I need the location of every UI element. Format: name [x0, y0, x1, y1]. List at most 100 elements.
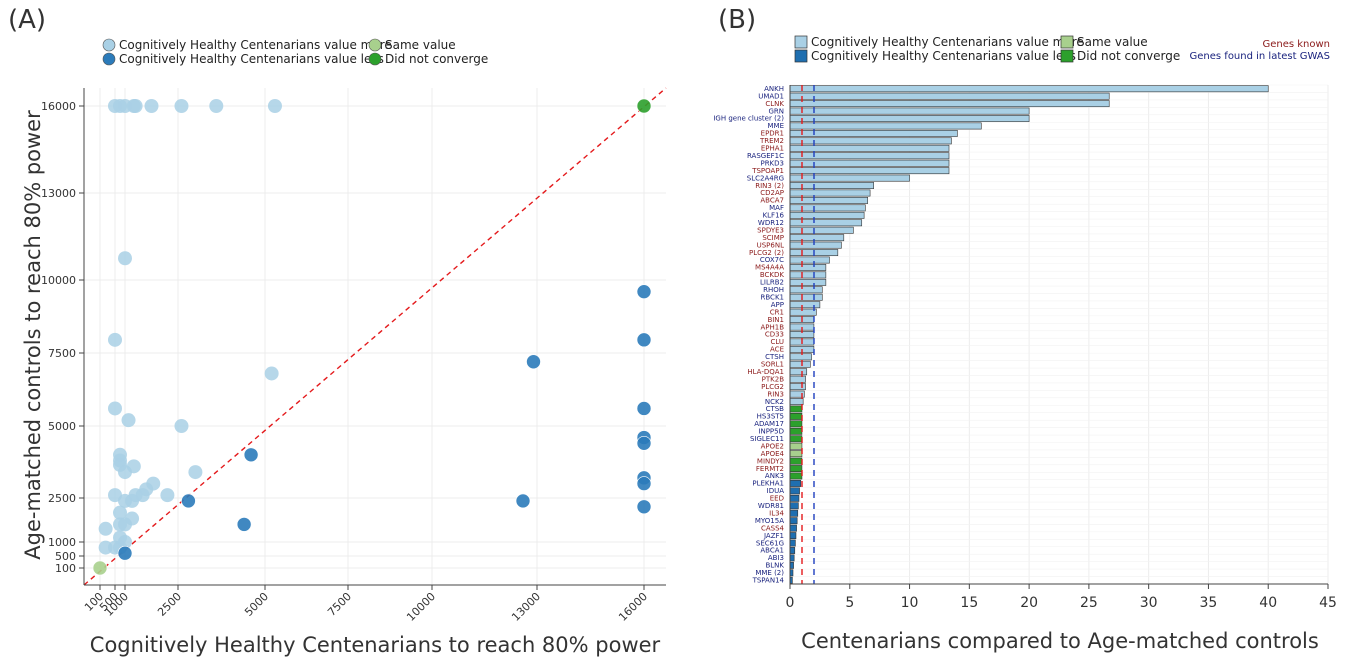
legend-label-same: Same value [1077, 35, 1148, 49]
legend-label-same: Same value [385, 38, 456, 52]
panel-b-bar [789, 226, 854, 234]
panel-a-point-same [92, 560, 108, 576]
panel-b-category-label: INPP5D [758, 428, 784, 436]
panel-a-label: (A) [8, 5, 46, 35]
panel-b-category-label: APOE4 [761, 450, 785, 458]
panel-a-point-more [267, 99, 282, 113]
panel-b-bar [789, 219, 863, 227]
panel-a-point-less [236, 517, 252, 532]
panel-b-bar [789, 465, 803, 472]
panel-b-bar [789, 368, 808, 376]
panel-b-category-label: PLCG2 (2) [749, 249, 784, 257]
panel-b-category-label: RBCK1 [761, 293, 784, 301]
panel-b-category-label: FERMT2 [756, 465, 784, 473]
panel-b-note-known: Genes known [1262, 39, 1330, 50]
panel-b-ticks: 0 5 10 15 20 25 30 35 40 45 [786, 584, 1337, 611]
panel-b-bar [789, 561, 794, 569]
panel-b-category-label: MS4A4A [755, 264, 784, 272]
panel-b-category-label: USP6NL [757, 241, 784, 249]
panel-b-category-label: RIN3 (2) [755, 182, 784, 190]
panel-b-category-label: EPDR1 [761, 130, 784, 138]
panel-b-category-label: CLU [770, 338, 784, 346]
panel-b-category-label: APH1B [760, 323, 784, 331]
panel-b-category-label: IGH gene cluster (2) [713, 115, 784, 123]
panel-b-category-label: BLNK [765, 562, 784, 570]
panel-a-point-more [144, 99, 159, 113]
panel-b-category-label: ABCA7 [760, 197, 784, 205]
panel-b-x-tick-label: 30 [1140, 595, 1158, 611]
legend-marker-noconv [368, 52, 382, 66]
panel-b-bar [789, 174, 910, 182]
panel-b-category-label: SEC61G [756, 539, 784, 547]
panel-a-point-less [636, 284, 652, 299]
panel-b-category-label: KLF16 [763, 212, 785, 220]
panel-b-legend: Cognitively Healthy Centenarians value m… [794, 35, 1180, 63]
panel-b-bar [789, 427, 803, 435]
panel-a-y-tick-label: 16000 [41, 100, 76, 113]
panel-b-x-tick-label: 25 [1080, 595, 1098, 611]
panel-b-category-label: ABI3 [768, 554, 784, 562]
panel-b-bar [789, 532, 797, 540]
panel-a-point-more [121, 413, 136, 428]
panel-a-point-more [108, 332, 122, 347]
panel-a-point-more [108, 401, 122, 416]
panel-a-point-less [515, 493, 531, 509]
legend-swatch-less [794, 49, 808, 63]
panel-a-y-tick-label: 2500 [48, 492, 76, 505]
panel-a-y-tick-label: 13000 [41, 187, 76, 200]
panel-a-y-tick-label: 500 [55, 550, 76, 563]
panel-a-point-more [125, 493, 140, 508]
panel-b-x-tick-label: 5 [845, 595, 854, 611]
panel-b-bar [789, 450, 803, 458]
panel-b-bar [789, 547, 796, 554]
panel-b-bar [789, 256, 830, 264]
panel-b-bar [789, 413, 803, 420]
panel-b-category-label: COX7C [760, 256, 784, 264]
panel-b-bar [789, 100, 1110, 108]
legend-swatch-more [794, 35, 808, 49]
panel-b-x-tick-label: 0 [786, 595, 795, 611]
panel-b-category-label: TSPOAP1 [751, 167, 784, 175]
panel-b-x-tick-label: 10 [901, 595, 919, 611]
legend-marker-less [102, 52, 116, 66]
panel-b-bar [789, 472, 803, 480]
panel-b-category-label: MME [767, 122, 784, 130]
panel-b-category-label: ABCA1 [760, 547, 784, 555]
panel-b-category-label: HLA-DQA1 [747, 368, 784, 376]
panel-b-x-tick-label: 20 [1020, 595, 1038, 611]
panel-b-category-label: UMAD1 [758, 92, 784, 100]
panel-b-bar [789, 115, 1030, 122]
panel-b-category-label: EPHA1 [761, 145, 784, 153]
panel-a-y-label: Age-matched controls to reach 80% power [21, 110, 45, 560]
panel-a-y-tick-label: 5000 [48, 420, 76, 433]
panel-b-category-label: WDR12 [758, 219, 784, 227]
panel-b-category-label: MAF [769, 204, 784, 212]
panel-b-category-label: IDUA [767, 487, 785, 495]
panel-a-y-tick-label: 1000 [48, 536, 76, 549]
panel-b-category-label: PRKD3 [760, 159, 784, 167]
panel-b-bar [789, 92, 1110, 100]
legend-label-more: Cognitively Healthy Centenarians value m… [119, 38, 392, 52]
panel-b-bar [789, 554, 795, 562]
panel-a-x-tick-label: 10000 [404, 590, 438, 624]
panel-a-point-more [174, 99, 189, 113]
panel-b-category-label: CD2AP [760, 189, 784, 197]
panel-a-point-less [636, 499, 652, 515]
legend-swatch-same [1060, 35, 1074, 49]
panel-b-category-label: HS3ST5 [757, 413, 784, 421]
panel-b-note-gwas: Genes found in latest GWAS [1190, 51, 1330, 62]
panel-b-x-label: Centenarians compared to Age-matched con… [801, 629, 1319, 653]
panel-b-bar [789, 85, 1269, 93]
panel-a-point-less [526, 354, 541, 370]
panel-a-point-more [174, 419, 189, 433]
panel-b-bar [789, 375, 806, 383]
panel-b-x-tick-label: 35 [1200, 595, 1218, 611]
panel-a-x-tick-label: 7500 [325, 590, 354, 619]
panel-b-category-label: MINDY2 [757, 457, 784, 465]
panel-b-category-label: MME (2) [755, 569, 784, 577]
panel-b-bar [789, 494, 800, 502]
panel-b-bar [789, 308, 817, 316]
panel-b-bar [789, 360, 811, 368]
panel-b-category-label: SCIMP [762, 234, 784, 242]
